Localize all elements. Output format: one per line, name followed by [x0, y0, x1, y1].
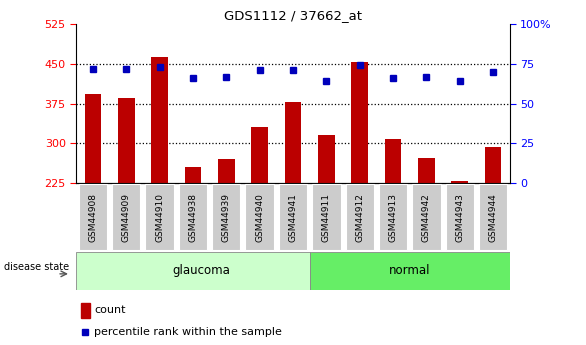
FancyBboxPatch shape	[112, 184, 141, 250]
Bar	[385, 139, 401, 183]
FancyBboxPatch shape	[479, 184, 507, 250]
Text: disease state: disease state	[4, 262, 69, 272]
Text: GSM44940: GSM44940	[255, 193, 264, 242]
FancyBboxPatch shape	[212, 184, 240, 250]
Text: count: count	[94, 305, 126, 315]
FancyBboxPatch shape	[179, 184, 207, 250]
Text: GSM44938: GSM44938	[189, 193, 197, 242]
Bar	[84, 94, 101, 183]
Bar	[218, 159, 234, 183]
Title: GDS1112 / 37662_at: GDS1112 / 37662_at	[224, 9, 362, 22]
FancyBboxPatch shape	[312, 184, 340, 250]
FancyBboxPatch shape	[145, 184, 173, 250]
FancyBboxPatch shape	[346, 184, 374, 250]
Bar	[118, 98, 135, 183]
FancyBboxPatch shape	[79, 184, 107, 250]
Text: GSM44941: GSM44941	[288, 193, 298, 242]
FancyBboxPatch shape	[246, 184, 274, 250]
Text: normal: normal	[389, 264, 431, 277]
FancyBboxPatch shape	[76, 252, 309, 290]
Bar	[352, 62, 368, 183]
Bar	[80, 303, 90, 318]
Text: percentile rank within the sample: percentile rank within the sample	[94, 327, 282, 337]
Text: GSM44911: GSM44911	[322, 193, 331, 242]
FancyBboxPatch shape	[309, 252, 510, 290]
Bar	[151, 58, 168, 183]
Text: GSM44908: GSM44908	[88, 193, 97, 242]
Text: GSM44909: GSM44909	[122, 193, 131, 242]
Text: GSM44939: GSM44939	[222, 193, 231, 242]
Text: GSM44944: GSM44944	[489, 193, 498, 242]
Bar	[418, 158, 435, 183]
FancyBboxPatch shape	[413, 184, 441, 250]
Text: GSM44943: GSM44943	[455, 193, 464, 242]
Bar	[451, 181, 468, 183]
FancyBboxPatch shape	[379, 184, 407, 250]
Bar	[485, 147, 502, 183]
Bar	[185, 167, 201, 183]
Bar	[285, 102, 301, 183]
FancyBboxPatch shape	[279, 184, 307, 250]
Text: GSM44913: GSM44913	[389, 193, 397, 242]
Text: GSM44912: GSM44912	[355, 193, 364, 242]
Bar	[318, 135, 335, 183]
Bar	[251, 127, 268, 183]
Text: glaucoma: glaucoma	[172, 264, 230, 277]
Text: GSM44910: GSM44910	[155, 193, 164, 242]
FancyBboxPatch shape	[445, 184, 474, 250]
Text: GSM44942: GSM44942	[422, 193, 431, 242]
